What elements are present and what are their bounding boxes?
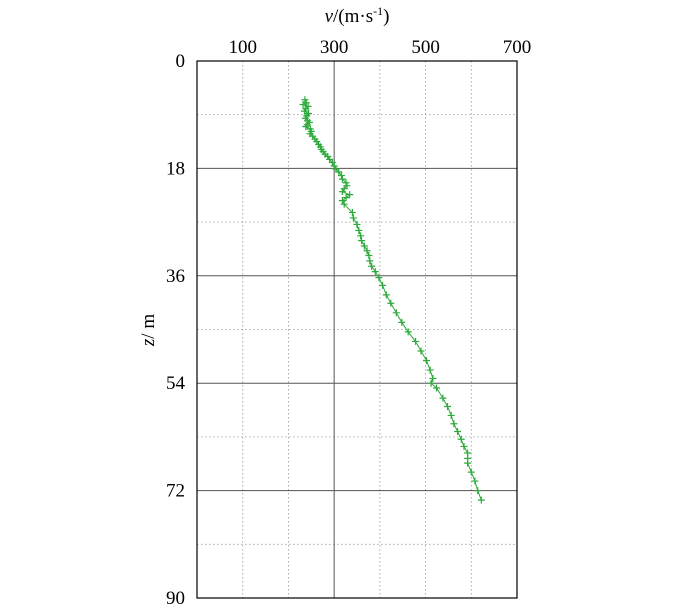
data-point-marker [379,281,387,289]
x-axis-unit-exponent: -1 [373,4,383,18]
data-point-marker [457,435,465,443]
data-point-marker [382,291,390,299]
y-axis-unit: / m [138,314,159,339]
data-point-marker [433,384,441,392]
data-point-marker [387,299,395,307]
data-point-marker [299,101,307,109]
data-point-marker [300,107,308,115]
data-point-marker [338,175,346,183]
data-point-marker [338,197,346,205]
data-point-marker [375,274,383,282]
data-point-marker [353,220,361,228]
x-axis-unit-close: ) [383,6,389,27]
data-series [299,96,485,504]
x-tick-label: 500 [411,37,440,58]
data-point-marker [355,226,363,234]
x-axis-title: v/(m·s-1) [325,4,390,27]
y-tick-label: 90 [166,588,185,609]
data-point-marker [358,237,366,245]
data-point-marker [477,496,485,504]
data-point-marker [474,487,482,495]
data-point-marker [467,468,475,476]
data-point-marker [360,242,368,250]
data-point-marker [346,191,354,199]
data-point-marker [439,394,447,402]
data-point-marker [398,318,406,326]
y-tick-label: 0 [176,51,186,72]
y-tick-labels: 0 18 36 54 72 90 [166,51,186,609]
data-point-marker [471,477,479,485]
y-axis-title: z/ m [138,314,159,347]
data-point-marker [338,188,346,196]
data-point-marker [368,262,376,270]
data-point-marker [349,214,357,222]
y-tick-label: 36 [166,266,185,287]
data-point-marker [444,402,452,410]
y-tick-label: 54 [166,373,186,394]
data-point-marker [392,309,400,317]
x-tick-label: 300 [320,37,349,58]
data-point-marker [337,172,345,180]
data-point-marker [464,459,472,467]
data-point-marker [342,194,350,202]
grid [197,61,517,598]
data-point-marker [460,442,468,450]
data-point-marker [342,179,350,187]
plot-frame [196,60,518,599]
data-point-marker [404,328,412,336]
data-point-marker [412,337,420,345]
x-tick-label: 700 [503,37,532,58]
x-axis-variable: v [325,6,334,27]
y-tick-label: 72 [166,481,185,502]
data-point-marker [426,366,434,374]
data-point-marker [365,252,373,260]
data-point-marker [450,420,458,428]
data-point-marker [366,257,374,265]
data-point-marker [417,347,425,355]
data-point-marker [371,268,379,276]
data-point-marker [335,168,343,176]
data-point-marker [301,96,309,104]
data-point-marker [447,411,455,419]
data-point-marker [454,428,462,436]
y-tick-label: 18 [166,158,185,179]
data-point-marker [340,200,348,208]
data-point-marker [328,158,336,166]
data-point-marker [422,357,430,365]
y-axis-variable: z [138,338,159,347]
data-point-marker [348,209,356,217]
data-point-marker [363,247,371,255]
x-axis-unit: /(m·s [333,6,373,27]
data-point-marker [357,232,365,240]
x-tick-labels: 100 300 500 700 [228,37,531,58]
data-point-marker [302,123,310,131]
data-point-marker [427,379,435,387]
data-point-marker [429,374,437,382]
x-tick-label: 100 [228,37,257,58]
